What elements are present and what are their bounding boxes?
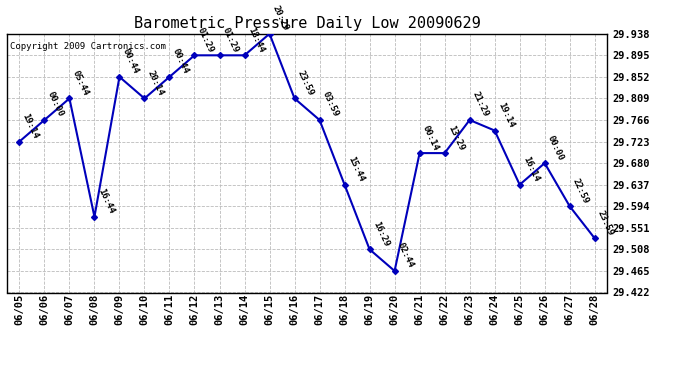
Text: 19:14: 19:14	[21, 112, 40, 140]
Text: 13:29: 13:29	[446, 123, 466, 152]
Text: 00:00: 00:00	[546, 134, 566, 162]
Text: 16:29: 16:29	[371, 220, 391, 248]
Text: 05:44: 05:44	[71, 69, 90, 97]
Text: 23:59: 23:59	[596, 209, 615, 237]
Text: 01:29: 01:29	[196, 26, 215, 54]
Text: 02:44: 02:44	[396, 242, 415, 270]
Text: 18:44: 18:44	[246, 26, 266, 54]
Text: 23:59: 23:59	[296, 69, 315, 97]
Text: 15:44: 15:44	[346, 155, 366, 183]
Text: 19:14: 19:14	[496, 101, 515, 129]
Text: 20:14: 20:14	[146, 69, 166, 97]
Text: 00:44: 00:44	[171, 47, 190, 75]
Text: Copyright 2009 Cartronics.com: Copyright 2009 Cartronics.com	[10, 42, 166, 51]
Text: 01:29: 01:29	[221, 26, 240, 54]
Text: 22:59: 22:59	[571, 177, 591, 205]
Text: 00:00: 00:00	[46, 90, 66, 118]
Text: 20:29: 20:29	[271, 4, 290, 32]
Text: 03:59: 03:59	[321, 90, 340, 118]
Text: 21:29: 21:29	[471, 90, 491, 118]
Text: 16:14: 16:14	[521, 155, 540, 183]
Text: 00:44: 00:44	[121, 47, 140, 75]
Text: 16:44: 16:44	[96, 187, 115, 215]
Text: 00:14: 00:14	[421, 123, 440, 152]
Title: Barometric Pressure Daily Low 20090629: Barometric Pressure Daily Low 20090629	[134, 16, 480, 31]
